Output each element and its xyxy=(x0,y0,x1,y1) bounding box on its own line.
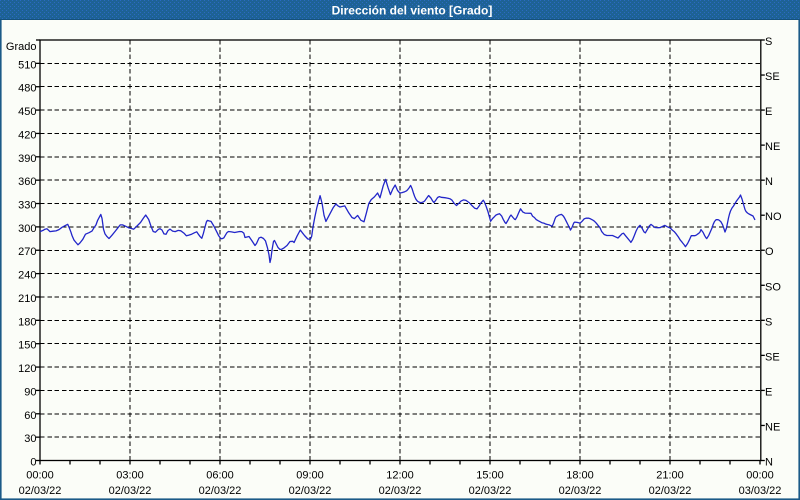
svg-text:NE: NE xyxy=(765,422,780,434)
svg-text:Grado: Grado xyxy=(6,41,37,53)
svg-text:300: 300 xyxy=(18,223,36,235)
svg-text:02/03/22: 02/03/22 xyxy=(379,485,422,497)
svg-text:N: N xyxy=(765,176,773,188)
svg-text:06:00: 06:00 xyxy=(206,470,234,482)
svg-text:02/03/22: 02/03/22 xyxy=(559,485,602,497)
svg-text:18:00: 18:00 xyxy=(566,470,594,482)
svg-text:SE: SE xyxy=(765,71,780,83)
svg-text:210: 210 xyxy=(18,293,36,305)
svg-text:15:00: 15:00 xyxy=(476,470,504,482)
svg-text:30: 30 xyxy=(24,433,36,445)
svg-text:360: 360 xyxy=(18,176,36,188)
svg-text:S: S xyxy=(765,316,772,328)
svg-text:480: 480 xyxy=(18,83,36,95)
svg-text:E: E xyxy=(765,106,772,118)
svg-text:NO: NO xyxy=(765,211,782,223)
svg-text:N: N xyxy=(765,457,773,469)
svg-text:120: 120 xyxy=(18,363,36,375)
svg-text:O: O xyxy=(765,246,774,258)
svg-text:E: E xyxy=(765,386,772,398)
svg-text:390: 390 xyxy=(18,153,36,165)
svg-text:03/03/22: 03/03/22 xyxy=(739,485,782,497)
svg-text:SO: SO xyxy=(765,281,781,293)
svg-text:150: 150 xyxy=(18,340,36,352)
svg-text:02/03/22: 02/03/22 xyxy=(289,485,332,497)
svg-text:00:00: 00:00 xyxy=(26,470,54,482)
svg-text:60: 60 xyxy=(24,410,36,422)
svg-text:03:00: 03:00 xyxy=(116,470,144,482)
svg-text:02/03/22: 02/03/22 xyxy=(649,485,692,497)
svg-text:450: 450 xyxy=(18,106,36,118)
svg-text:02/03/22: 02/03/22 xyxy=(19,485,62,497)
svg-text:02/03/22: 02/03/22 xyxy=(469,485,512,497)
svg-text:180: 180 xyxy=(18,316,36,328)
svg-text:02/03/22: 02/03/22 xyxy=(109,485,152,497)
svg-text:02/03/22: 02/03/22 xyxy=(199,485,242,497)
svg-text:Dirección del viento [Grado]: Dirección del viento [Grado] xyxy=(332,4,493,18)
svg-text:00:00: 00:00 xyxy=(746,470,774,482)
svg-text:270: 270 xyxy=(18,246,36,258)
svg-text:SE: SE xyxy=(765,351,780,363)
svg-text:21:00: 21:00 xyxy=(656,470,684,482)
svg-text:09:00: 09:00 xyxy=(296,470,324,482)
svg-text:NE: NE xyxy=(765,141,780,153)
svg-text:510: 510 xyxy=(18,59,36,71)
svg-text:90: 90 xyxy=(24,386,36,398)
svg-text:420: 420 xyxy=(18,129,36,141)
svg-text:0: 0 xyxy=(30,457,36,469)
svg-text:240: 240 xyxy=(18,270,36,282)
svg-text:12:00: 12:00 xyxy=(386,470,414,482)
svg-text:330: 330 xyxy=(18,200,36,212)
svg-text:S: S xyxy=(765,36,772,48)
